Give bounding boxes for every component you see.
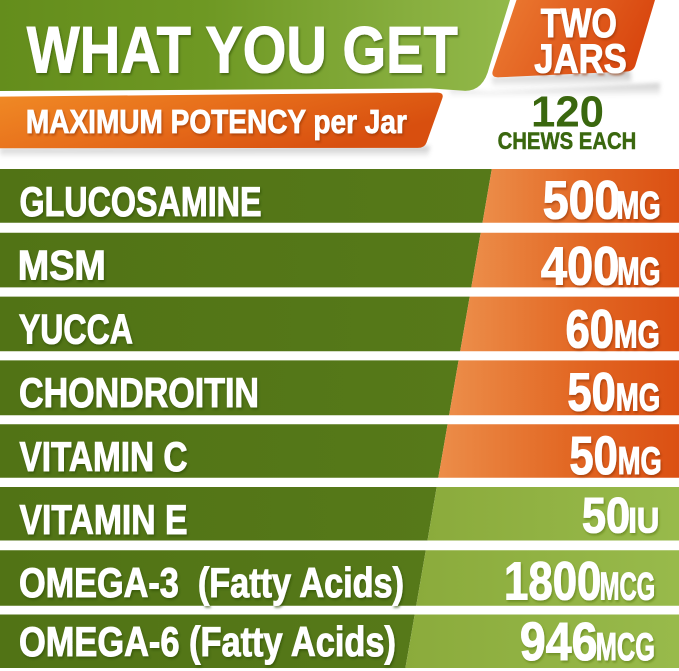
svg-text:500: 500 bbox=[543, 170, 621, 230]
svg-text:60: 60 bbox=[566, 300, 615, 360]
svg-text:50: 50 bbox=[569, 426, 618, 486]
svg-text:OMEGA-6 (Fatty Acids): OMEGA-6 (Fatty Acids) bbox=[19, 618, 396, 665]
svg-text:MSM: MSM bbox=[18, 242, 106, 289]
svg-text:MG: MG bbox=[616, 376, 661, 419]
svg-text:TWO: TWO bbox=[541, 0, 617, 46]
svg-text:50: 50 bbox=[567, 362, 616, 422]
svg-text:120: 120 bbox=[531, 89, 604, 137]
svg-text:IU: IU bbox=[628, 501, 659, 541]
svg-text:MG: MG bbox=[618, 440, 662, 483]
svg-text:MCG: MCG bbox=[600, 565, 656, 608]
svg-text:GLUCOSAMINE: GLUCOSAMINE bbox=[20, 178, 262, 225]
svg-text:JARS: JARS bbox=[534, 35, 627, 81]
svg-text:400: 400 bbox=[541, 236, 620, 296]
svg-text:WHAT YOU GET: WHAT YOU GET bbox=[27, 13, 458, 86]
svg-text:CHONDROITIN: CHONDROITIN bbox=[19, 369, 259, 416]
svg-text:VITAMIN E: VITAMIN E bbox=[20, 496, 188, 543]
svg-text:YUCCA: YUCCA bbox=[19, 305, 133, 352]
svg-text:50: 50 bbox=[582, 488, 630, 544]
svg-text:VITAMIN C: VITAMIN C bbox=[20, 433, 188, 480]
svg-text:1800: 1800 bbox=[504, 551, 601, 611]
svg-text:MG: MG bbox=[617, 250, 660, 293]
svg-text:OMEGA-3 (Fatty Acids): OMEGA-3 (Fatty Acids) bbox=[19, 559, 404, 606]
svg-text:MAXIMUM POTENCY per Jar: MAXIMUM POTENCY per Jar bbox=[26, 104, 407, 141]
svg-text:946: 946 bbox=[520, 612, 598, 671]
svg-text:MG: MG bbox=[616, 184, 660, 227]
svg-text:MCG: MCG bbox=[596, 626, 655, 669]
svg-text:CHEWS EACH: CHEWS EACH bbox=[498, 128, 637, 155]
svg-text:MG: MG bbox=[614, 314, 660, 357]
